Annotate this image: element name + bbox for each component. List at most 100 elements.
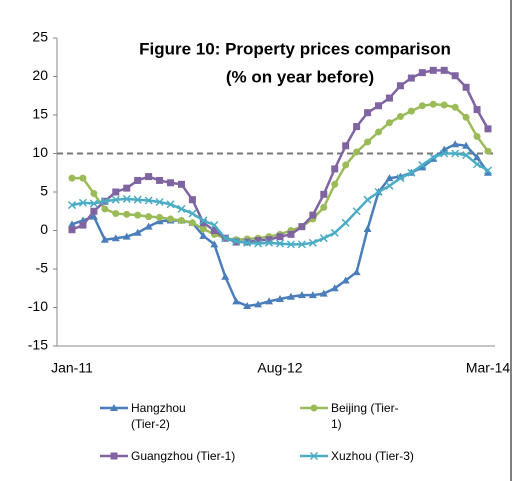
data-point [199,216,208,225]
data-point [396,113,404,121]
data-point [319,234,328,243]
data-point [473,153,482,161]
data-point [90,190,98,198]
legend-label: Beijing (Tier-1) [331,401,399,431]
data-point [101,205,109,213]
data-point [177,180,185,188]
data-point [331,180,339,188]
data-point [363,224,372,232]
data-point [199,231,208,239]
legend-marker [310,404,318,412]
data-point [429,153,438,162]
data-point [484,147,492,155]
y-tick-label: 5 [40,183,48,199]
data-point [440,66,448,74]
data-point [276,233,284,241]
data-point [375,102,383,110]
data-point [375,128,383,136]
data-point [364,109,372,117]
legend-marker [309,451,319,461]
data-point [429,100,437,108]
data-point [331,165,339,173]
data-point [243,301,252,309]
data-point [462,113,470,121]
data-point [144,222,153,230]
data-point [319,289,328,297]
data-point [483,166,493,175]
data-point [320,190,328,198]
data-point [353,123,361,131]
data-point [308,238,317,247]
data-point [407,107,415,115]
y-tick-label: 25 [32,29,48,45]
legend-label-box: Beijing (Tier-1) [331,401,399,431]
data-point [123,210,131,218]
data-point [440,101,448,109]
data-point [122,232,131,240]
data-point [112,210,120,218]
data-point [352,268,361,276]
data-point [111,195,120,204]
data-point [418,102,426,110]
data-point [330,284,339,292]
data-point [123,184,131,192]
data-point [353,148,361,156]
data-point [133,228,142,236]
data-point [341,276,350,284]
data-point [145,173,153,181]
data-point [100,197,109,206]
data-point [451,149,460,158]
data-point [287,230,295,238]
data-point [297,240,306,249]
data-point [79,174,87,182]
data-point [385,181,394,190]
x-tick-label: Aug-12 [257,360,302,376]
data-point [429,66,437,74]
data-point [155,197,164,207]
data-point [385,119,393,127]
data-point [286,292,295,300]
data-point [297,291,306,299]
data-point [342,161,350,169]
y-tick-label: 15 [32,106,48,122]
y-tick-label: 20 [32,67,48,83]
data-point [89,212,98,220]
data-point [451,72,459,80]
data-point [473,106,481,114]
data-point [188,219,196,227]
y-tick-label: 0 [40,221,48,237]
data-point [68,226,76,234]
data-point [254,300,263,308]
data-point [78,198,87,207]
data-point [451,140,460,148]
y-tick-label: 10 [32,144,48,160]
data-point [145,213,153,221]
data-point [210,221,219,230]
data-point [407,168,416,177]
data-point [232,297,241,305]
x-tick-label: Jan-11 [51,360,93,376]
chart-title: Figure 10: Property prices comparison [139,39,451,58]
data-point [473,133,481,141]
data-point [210,227,218,234]
legend-label-box: Hangzhou (Tier-2) [131,401,186,431]
data-point [177,216,185,224]
data-point [166,200,175,209]
data-point [462,83,470,91]
data-point [308,291,317,299]
data-point [341,218,350,227]
data-point [374,187,383,197]
data-point [286,240,295,249]
data-point [68,174,76,182]
data-point [440,149,449,158]
data-point [199,219,207,227]
y-tick-label: -5 [36,260,49,276]
data-point [484,125,492,133]
x-tick-label: Mar-14 [466,360,511,376]
data-point [243,238,252,247]
data-point [396,174,405,183]
legend-label: Guangzhou (Tier-1) [131,449,236,463]
data-point [167,215,175,223]
data-point [418,69,426,77]
data-point [177,204,186,213]
